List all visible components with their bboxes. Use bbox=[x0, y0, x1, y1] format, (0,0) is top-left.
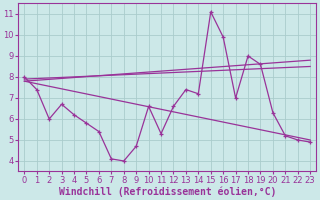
X-axis label: Windchill (Refroidissement éolien,°C): Windchill (Refroidissement éolien,°C) bbox=[59, 186, 276, 197]
